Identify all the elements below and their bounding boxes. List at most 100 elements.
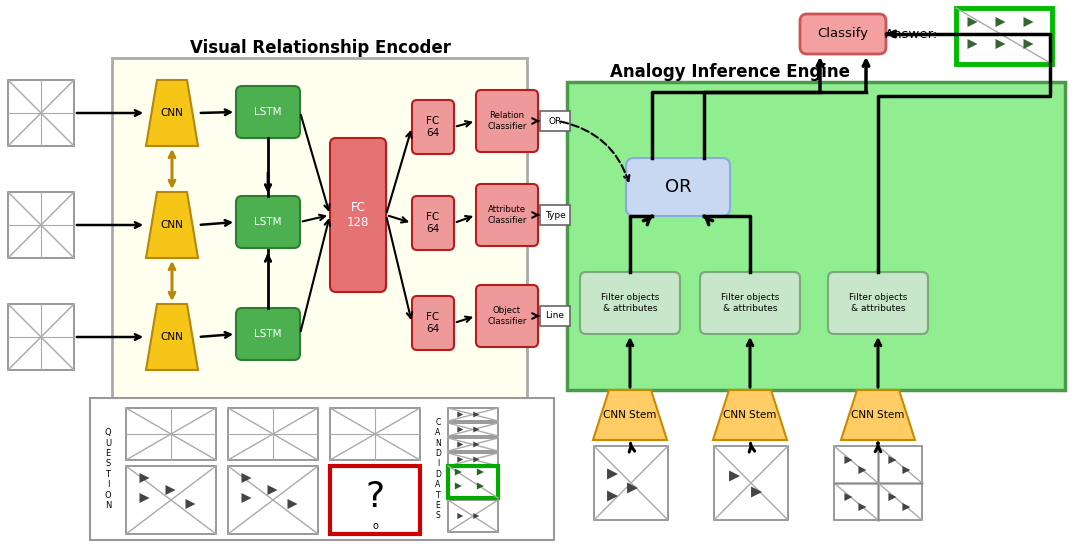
Polygon shape — [1024, 39, 1034, 49]
Bar — [330, 408, 420, 460]
Text: o: o — [373, 521, 378, 531]
Bar — [330, 466, 420, 534]
Polygon shape — [889, 493, 896, 501]
Polygon shape — [242, 473, 252, 483]
FancyBboxPatch shape — [411, 100, 454, 154]
Polygon shape — [473, 513, 480, 519]
Bar — [8, 192, 75, 258]
Polygon shape — [457, 456, 463, 462]
Text: Object
Classifier: Object Classifier — [487, 306, 527, 326]
Bar — [567, 82, 1065, 390]
FancyBboxPatch shape — [476, 285, 538, 347]
FancyBboxPatch shape — [580, 272, 680, 334]
Polygon shape — [457, 442, 463, 448]
Polygon shape — [607, 468, 618, 479]
Text: Visual Relationship Encoder: Visual Relationship Encoder — [189, 39, 450, 57]
Text: LSTM: LSTM — [254, 329, 282, 339]
Bar — [540, 306, 570, 326]
FancyBboxPatch shape — [476, 184, 538, 246]
Polygon shape — [455, 468, 462, 476]
Bar — [228, 408, 318, 460]
Polygon shape — [165, 485, 175, 495]
Polygon shape — [457, 412, 463, 418]
Bar — [448, 500, 498, 532]
Text: OR: OR — [664, 178, 691, 196]
Polygon shape — [713, 390, 787, 440]
FancyBboxPatch shape — [330, 138, 386, 292]
Polygon shape — [477, 468, 484, 476]
Bar — [956, 8, 1052, 64]
Polygon shape — [845, 456, 852, 464]
Polygon shape — [287, 499, 297, 509]
Text: Analogy Inference Engine: Analogy Inference Engine — [610, 63, 850, 81]
Polygon shape — [1024, 17, 1034, 27]
Polygon shape — [903, 503, 910, 511]
Polygon shape — [186, 499, 195, 509]
FancyBboxPatch shape — [237, 86, 300, 138]
Text: CNN Stem: CNN Stem — [851, 410, 905, 420]
Text: FC
64: FC 64 — [427, 212, 440, 234]
FancyBboxPatch shape — [411, 296, 454, 350]
Polygon shape — [455, 483, 462, 490]
Polygon shape — [996, 17, 1005, 27]
Text: Type: Type — [544, 211, 565, 219]
Text: Q
U
E
S
T
I
O
N: Q U E S T I O N — [105, 428, 111, 510]
Polygon shape — [968, 17, 977, 27]
Bar — [448, 423, 498, 436]
Polygon shape — [627, 483, 638, 494]
Text: OR: OR — [549, 116, 562, 126]
FancyBboxPatch shape — [411, 196, 454, 250]
Text: Filter objects
& attributes: Filter objects & attributes — [600, 293, 659, 313]
Polygon shape — [903, 466, 910, 474]
Text: Filter objects
& attributes: Filter objects & attributes — [849, 293, 907, 313]
Bar — [714, 446, 788, 520]
Polygon shape — [859, 466, 866, 474]
Text: Filter objects
& attributes: Filter objects & attributes — [720, 293, 779, 313]
Text: CNN Stem: CNN Stem — [604, 410, 657, 420]
Text: FC
64: FC 64 — [427, 116, 440, 138]
Polygon shape — [139, 473, 149, 483]
Bar — [448, 453, 498, 466]
Text: Relation
Classifier: Relation Classifier — [487, 111, 527, 130]
FancyBboxPatch shape — [626, 158, 730, 216]
Text: FC
128: FC 128 — [347, 201, 369, 229]
Bar — [8, 80, 75, 146]
Polygon shape — [457, 513, 463, 519]
Bar — [448, 466, 498, 498]
Polygon shape — [729, 471, 740, 482]
Bar — [90, 398, 554, 540]
Bar — [112, 58, 527, 403]
FancyBboxPatch shape — [800, 14, 886, 54]
Bar — [126, 466, 216, 534]
Polygon shape — [146, 304, 198, 370]
Polygon shape — [859, 503, 866, 511]
Text: C
A
N
D
I
D
A
T
E
S: C A N D I D A T E S — [435, 418, 441, 520]
Text: Line: Line — [545, 312, 565, 321]
FancyBboxPatch shape — [828, 272, 928, 334]
Text: Classify: Classify — [818, 27, 868, 40]
FancyBboxPatch shape — [237, 196, 300, 248]
Polygon shape — [457, 426, 463, 432]
Bar — [448, 438, 498, 451]
Polygon shape — [242, 493, 252, 503]
Polygon shape — [751, 486, 762, 497]
Text: ?: ? — [365, 480, 384, 514]
Polygon shape — [607, 490, 618, 501]
Bar — [594, 446, 669, 520]
FancyBboxPatch shape — [700, 272, 800, 334]
Polygon shape — [473, 412, 480, 418]
Bar — [834, 446, 922, 520]
Text: CNN: CNN — [161, 332, 184, 342]
Text: CNN Stem: CNN Stem — [724, 410, 777, 420]
Text: CNN: CNN — [161, 220, 184, 230]
Polygon shape — [845, 493, 852, 501]
Polygon shape — [146, 80, 198, 146]
Text: FC
64: FC 64 — [427, 312, 440, 334]
Text: CNN: CNN — [161, 108, 184, 118]
Polygon shape — [968, 39, 977, 49]
Bar — [126, 408, 216, 460]
Bar — [228, 466, 318, 534]
Polygon shape — [889, 456, 896, 464]
Polygon shape — [473, 456, 480, 462]
Polygon shape — [841, 390, 915, 440]
